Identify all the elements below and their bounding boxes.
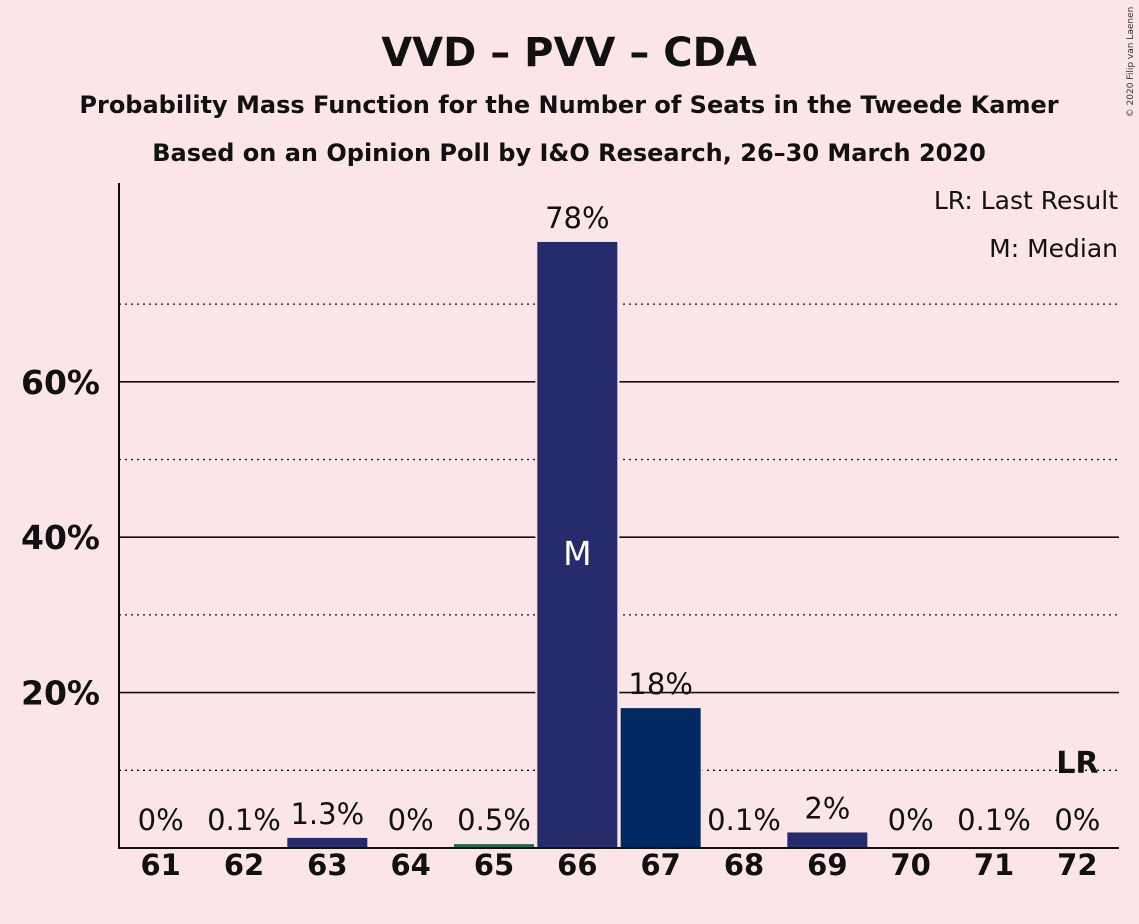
y-tick-label: 60% [21,363,100,402]
bar-gap [952,845,1036,848]
x-tick-label-69: 69 [807,848,847,882]
data-label-67: 18% [628,667,692,701]
chart-subtitle-1: Probability Mass Function for the Number… [79,91,1058,119]
copyright-notice: © 2020 Filip van Laenen [1126,7,1136,118]
data-label-71: 0.1% [957,803,1031,837]
bar-69 [787,832,868,848]
bar-gap [702,845,786,848]
x-tick-label-62: 62 [224,848,264,882]
legend-last-result: LR: Last Result [934,186,1118,215]
data-label-69: 2% [804,791,850,825]
data-label-65: 0.5% [457,803,531,837]
x-tick-label-61: 61 [140,848,180,882]
data-label-72: 0% [1054,803,1100,837]
x-tick-label-68: 68 [724,848,764,882]
data-label-64: 0% [388,803,434,837]
data-label-70: 0% [888,803,934,837]
data-label-63: 1.3% [290,797,364,831]
y-tick-labels: 20% 40% 60% [21,363,100,713]
x-tick-label-63: 63 [307,848,347,882]
data-labels: 0% 0.1% 1.3% 0% 0.5% 78% M 18% 0.1% 2% 0% 0.1% 0% LR [138,201,1101,837]
x-tick-label-66: 66 [557,848,597,882]
x-tick-label-67: 67 [640,848,680,882]
bar-67 [620,708,701,848]
y-tick-label: 40% [21,518,100,557]
x-tick-labels: 61 62 63 64 65 66 67 68 69 70 71 72 [140,848,1097,882]
bars [202,239,1036,848]
bar-gap [202,845,286,848]
last-result-marker: LR [1056,746,1098,781]
x-tick-label-71: 71 [974,848,1014,882]
x-tick-label-70: 70 [890,848,930,882]
y-tick-label: 20% [21,674,100,713]
x-tick-label-65: 65 [474,848,514,882]
chart-subtitle-2: Based on an Opinion Poll by I&O Research… [152,139,986,167]
bar-66 [537,241,618,848]
legend-median: M: Median [989,234,1118,263]
median-marker: M [563,534,591,573]
data-label-68: 0.1% [707,803,781,837]
bar-63 [287,837,368,848]
x-tick-label-72: 72 [1057,848,1097,882]
data-label-66: 78% [545,201,609,235]
chart-title: VVD – PVV – CDA [381,30,757,76]
data-label-61: 0% [138,803,184,837]
bar-65 [454,844,534,848]
x-tick-label-64: 64 [390,848,430,882]
data-label-62: 0.1% [207,803,281,837]
